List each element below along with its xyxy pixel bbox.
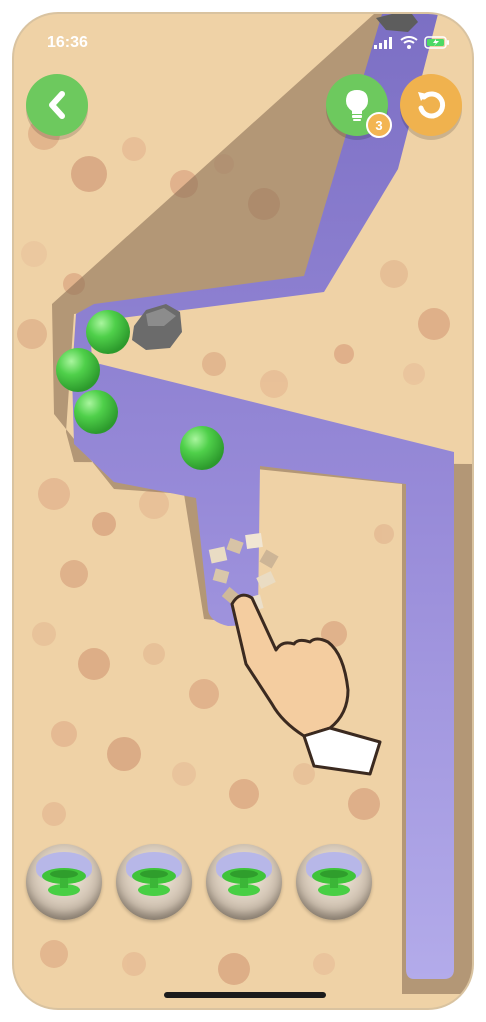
green-funnel-icon bbox=[132, 868, 176, 896]
green-ball bbox=[74, 390, 118, 434]
cellular-signal-icon bbox=[374, 36, 392, 49]
green-funnel-icon bbox=[312, 868, 356, 896]
rock-obstacle bbox=[132, 304, 182, 350]
wifi-icon bbox=[400, 36, 418, 49]
battery-charging-icon bbox=[424, 36, 449, 49]
restart-button[interactable] bbox=[400, 74, 462, 136]
carved-channel[interactable] bbox=[72, 14, 454, 979]
collection-cup bbox=[206, 844, 282, 920]
back-button[interactable] bbox=[26, 74, 88, 136]
tutorial-hand-icon bbox=[230, 593, 382, 776]
green-funnel-icon bbox=[42, 868, 86, 896]
collection-cup bbox=[26, 844, 102, 920]
green-funnel-icon bbox=[222, 868, 266, 896]
balls bbox=[56, 310, 224, 470]
game-board[interactable] bbox=[14, 14, 472, 1008]
hint-button[interactable]: 3 bbox=[326, 74, 392, 138]
game-screen: 16:36 bbox=[14, 14, 472, 1008]
status-time: 16:36 bbox=[47, 34, 88, 51]
channel-shadow bbox=[52, 14, 472, 994]
hint-count-badge: 3 bbox=[366, 112, 392, 138]
rock-obstacle-top bbox=[376, 14, 418, 32]
green-ball bbox=[86, 310, 130, 354]
sand-texture bbox=[17, 118, 450, 985]
green-ball bbox=[56, 348, 100, 392]
home-indicator[interactable] bbox=[164, 992, 326, 998]
status-bar: 16:36 bbox=[14, 34, 472, 56]
restart-arrow-icon bbox=[418, 91, 446, 119]
collection-cup bbox=[296, 844, 372, 920]
collection-cup bbox=[116, 844, 192, 920]
lightbulb-icon bbox=[346, 90, 368, 121]
chevron-left-icon bbox=[49, 91, 65, 119]
green-ball bbox=[180, 426, 224, 470]
